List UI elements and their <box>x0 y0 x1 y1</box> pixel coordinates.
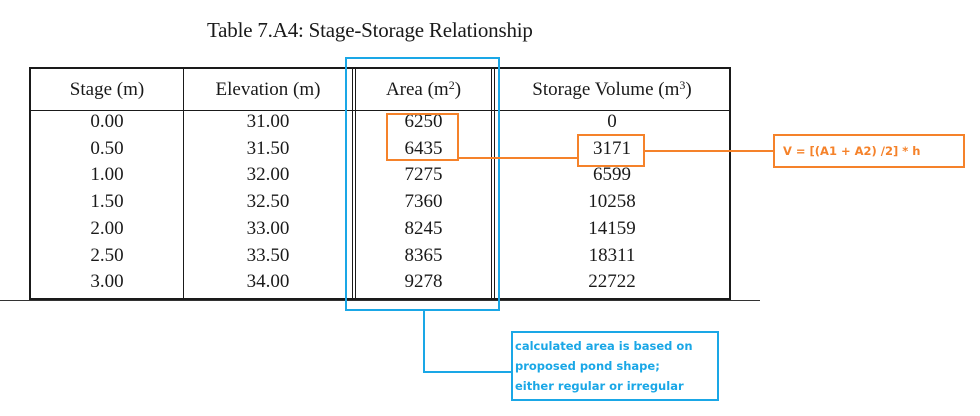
column-divider <box>494 69 495 298</box>
table-cell: 7360 <box>404 191 443 213</box>
table-cell: 6599 <box>593 164 631 186</box>
header-elevation: Elevation (m) <box>215 79 321 100</box>
table-cell: 3.00 <box>90 271 124 293</box>
column-divider <box>183 69 184 298</box>
table-cell: 8245 <box>404 217 443 239</box>
volume-highlight <box>577 134 645 167</box>
column-divider <box>355 69 356 298</box>
area-note-connector-vertical <box>423 311 425 373</box>
header-area: Area (m2) <box>385 78 462 100</box>
area-pair-highlight <box>386 113 459 161</box>
area-note-line: proposed pond shape; <box>515 359 660 373</box>
area-note-line: either regular or irregular <box>515 379 684 393</box>
header-divider <box>31 110 729 111</box>
area-note-line: calculated area is based on <box>515 339 693 353</box>
table-cell: 7275 <box>404 164 443 186</box>
table-cell: 31.50 <box>246 137 290 159</box>
table-cell: 32.50 <box>246 191 290 213</box>
table-title: Table 7.A4: Stage-Storage Relationship <box>207 18 533 42</box>
table-cell: 33.50 <box>246 244 290 266</box>
table-cell: 22722 <box>588 271 636 293</box>
table-cell: 0.00 <box>90 111 124 132</box>
area-note-connector-horizontal <box>423 371 511 373</box>
table-cell: 2.50 <box>90 244 124 266</box>
table-cell: 10258 <box>588 191 636 213</box>
table-cell: 0 <box>607 111 617 132</box>
table-cell: 18311 <box>588 244 636 266</box>
table-cell: 32.00 <box>246 164 290 186</box>
formula-callout: V = [(A1 + A2) /2] * h <box>773 134 965 168</box>
header-stage: Stage (m) <box>69 79 145 100</box>
table-cell: 3171 <box>593 137 631 159</box>
table-cell: 33.00 <box>246 217 290 239</box>
table-cell: 6435 <box>404 137 443 159</box>
volume-to-formula-connector <box>645 150 773 152</box>
column-divider <box>352 69 353 298</box>
table-cell: 0.50 <box>90 137 124 159</box>
table-cell: 1.50 <box>90 191 124 213</box>
area-column-highlight <box>345 57 500 311</box>
table-cell: 2.00 <box>90 217 124 239</box>
stage-storage-table: Stage (m) Elevation (m) Area (m2) Storag… <box>29 67 731 301</box>
table-cell: 8365 <box>404 244 443 266</box>
bottom-rule <box>0 300 760 301</box>
table-cell: 34.00 <box>246 271 290 293</box>
area-note-callout: calculated area is based on proposed pon… <box>511 331 719 401</box>
header-storage-volume: Storage Volume (m3) <box>532 78 692 100</box>
table-cell: 14159 <box>588 217 636 239</box>
table-cell: 9278 <box>404 271 443 293</box>
table-cell: 31.00 <box>246 111 290 132</box>
table-cell: 1.00 <box>90 164 124 186</box>
table-cell: 6250 <box>404 111 443 132</box>
area-to-volume-connector <box>459 157 577 159</box>
column-divider <box>491 69 492 298</box>
